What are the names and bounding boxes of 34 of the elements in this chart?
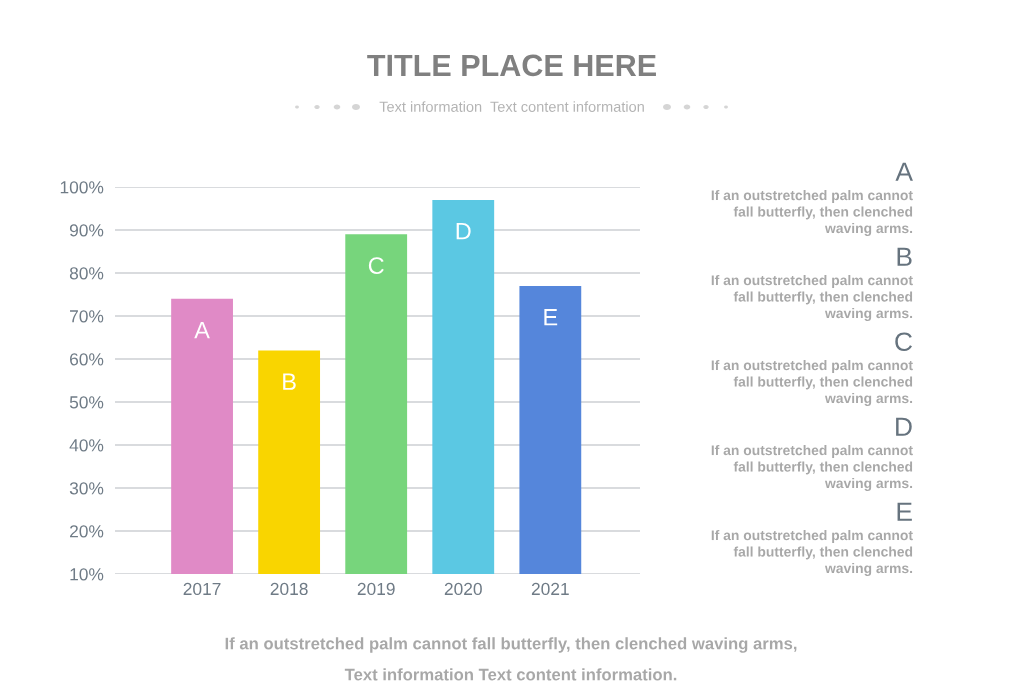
text: E xyxy=(897,502,912,521)
text: If an outstretched palm cannot fall butterfly, then clenched waving arms. xyxy=(711,360,913,406)
y-tick-label: 10% xyxy=(70,568,104,581)
text: Text information Text content information. xyxy=(344,668,677,681)
text: If an outstretched palm cannot fall butterfly, then clenched waving arms. xyxy=(711,275,913,321)
y-tick-label: 100% xyxy=(60,181,104,194)
chart-title: TITLE PLACE HERE xyxy=(367,54,656,77)
x-tick-label: 2018 xyxy=(270,582,308,596)
text: B xyxy=(897,247,912,266)
x-tick-label: 2017 xyxy=(183,582,221,596)
text: C xyxy=(895,332,912,352)
y-tick-label: 90% xyxy=(69,224,104,237)
y-tick-label: 30% xyxy=(69,482,104,495)
text: If an outstretched palm cannot fall butterfly, then clenched waving arms, xyxy=(225,637,797,653)
y-tick-label: 20% xyxy=(70,525,104,538)
data-label: A xyxy=(194,322,210,339)
text: If an outstretched palm cannot fall butterfly, then clenched waving arms. xyxy=(711,445,913,491)
text: If an outstretched palm cannot fall butterfly, then clenched waving arms. xyxy=(711,530,913,576)
y-tick-label: 80% xyxy=(69,267,104,280)
x-tick-label: 2021 xyxy=(531,582,569,596)
text: If an outstretched palm cannot fall butterfly, then clenched waving arms. xyxy=(711,190,913,236)
y-tick-label: 40% xyxy=(69,439,104,452)
y-tick-label: 70% xyxy=(70,310,104,323)
data-label: D xyxy=(456,223,471,240)
y-tick-label: 60% xyxy=(70,353,104,366)
x-tick-label: 2019 xyxy=(357,582,395,596)
y-tick-label: 50% xyxy=(69,396,104,409)
text: A xyxy=(895,162,913,181)
chart-subtitle: Text information Text content information xyxy=(379,101,644,112)
text: D xyxy=(896,417,912,436)
data-label: E xyxy=(544,309,558,326)
x-tick-label: 2020 xyxy=(444,582,482,596)
data-label: C xyxy=(368,257,384,274)
data-label: B xyxy=(283,373,296,390)
